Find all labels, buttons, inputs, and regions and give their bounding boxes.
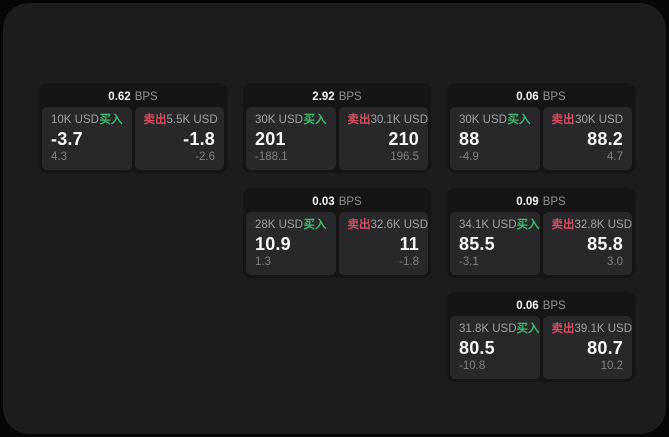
buy-amount: 10K USD [51,114,99,126]
buy-label: 买入 [507,114,531,126]
sell-amount: 32.6K USD [370,219,429,231]
quote-card-3: 0.06 BPS 30K USD 买入 88 -4.9 卖出 30K USD 8… [447,83,635,173]
buy-sub-value: -10.8 [459,360,486,372]
sell-label: 卖出 [551,114,575,126]
buy-quote-panel[interactable]: 34.1K USD 买入 85.5 -3.1 [450,212,540,275]
spread-header: 0.06 BPS [450,86,632,107]
buy-label: 买入 [99,114,123,126]
sell-label: 卖出 [347,114,371,126]
buy-sub-value: 1.3 [255,256,271,268]
buy-price: 201 [255,129,286,149]
quote-card-4: 0.03 BPS 28K USD 买入 10.9 1.3 卖出 32.6K US… [243,188,431,278]
sell-quote-panel[interactable]: 卖出 5.5K USD -1.8 -2.6 [134,107,224,170]
buy-price: 80.5 [459,338,495,358]
sell-sub-value: -1.8 [399,256,419,268]
buy-sub-value: 4.3 [51,151,67,163]
buy-quote-panel[interactable]: 30K USD 买入 88 -4.9 [450,107,540,170]
buy-sub-value: -4.9 [459,151,479,163]
spread-header: 0.62 BPS [42,86,224,107]
buy-sub-value: -188.1 [255,151,288,163]
buy-price: 85.5 [459,234,495,254]
sell-label: 卖出 [143,114,167,126]
buy-quote-panel[interactable]: 31.8K USD 买入 80.5 -10.8 [450,316,540,379]
sell-sub-value: 196.5 [390,151,419,163]
sell-amount: 39.1K USD [574,323,633,335]
spread-header: 0.09 BPS [450,191,632,212]
buy-amount: 34.1K USD [459,219,517,231]
spread-value: 0.62 [108,90,131,103]
sell-sub-value: 4.7 [607,151,623,163]
spread-unit: BPS [542,195,566,208]
sell-amount: 32.8K USD [574,219,633,231]
buy-sub-value: -3.1 [459,256,479,268]
spread-unit: BPS [338,90,362,103]
quote-card-5: 0.09 BPS 34.1K USD 买入 85.5 -3.1 卖出 32.8K… [447,188,635,278]
buy-amount: 28K USD [255,219,303,231]
sell-sub-value: 3.0 [607,256,623,268]
buy-amount: 30K USD [459,114,507,126]
spread-unit: BPS [542,90,566,103]
sell-amount: 30.1K USD [370,114,429,126]
sell-quote-panel[interactable]: 卖出 32.6K USD 11 -1.8 [338,212,429,275]
buy-quote-panel[interactable]: 10K USD 买入 -3.7 4.3 [42,107,132,170]
spread-header: 0.06 BPS [450,295,632,316]
sell-quote-panel[interactable]: 卖出 39.1K USD 80.7 10.2 [542,316,633,379]
sell-label: 卖出 [551,219,575,231]
quote-card-1: 0.62 BPS 10K USD 买入 -3.7 4.3 卖出 5.5K USD… [39,83,227,173]
spread-unit: BPS [134,90,158,103]
sell-price: 11 [399,234,419,254]
buy-label: 买入 [303,114,327,126]
spread-value: 0.06 [516,299,539,312]
buy-label: 买入 [516,323,540,335]
buy-label: 买入 [516,219,540,231]
spread-header: 0.03 BPS [246,191,428,212]
sell-price: 210 [388,129,419,149]
sell-label: 卖出 [551,323,575,335]
buy-quote-panel[interactable]: 30K USD 买入 201 -188.1 [246,107,336,170]
spread-value: 0.06 [516,90,539,103]
buy-amount: 31.8K USD [459,323,517,335]
buy-amount: 30K USD [255,114,303,126]
sell-label: 卖出 [347,219,371,231]
buy-price: 10.9 [255,234,291,254]
spread-unit: BPS [542,299,566,312]
buy-label: 买入 [303,219,327,231]
buy-price: -3.7 [51,129,83,149]
sell-sub-value: 10.2 [600,360,623,372]
sell-sub-value: -2.6 [195,151,215,163]
sell-price: 80.7 [587,338,623,358]
sell-price: -1.8 [183,129,215,149]
spread-unit: BPS [338,195,362,208]
buy-price: 88 [459,129,480,149]
sell-quote-panel[interactable]: 卖出 30.1K USD 210 196.5 [338,107,429,170]
spread-value: 0.09 [516,195,539,208]
sell-amount: 5.5K USD [166,114,218,126]
spread-value: 0.03 [312,195,335,208]
sell-price: 88.2 [587,129,623,149]
spread-header: 2.92 BPS [246,86,428,107]
buy-quote-panel[interactable]: 28K USD 买入 10.9 1.3 [246,212,336,275]
spread-value: 2.92 [312,90,335,103]
quote-card-6: 0.06 BPS 31.8K USD 买入 80.5 -10.8 卖出 39.1… [447,292,635,382]
sell-price: 85.8 [587,234,623,254]
quotes-panel: 0.62 BPS 10K USD 买入 -3.7 4.3 卖出 5.5K USD… [3,3,666,434]
sell-amount: 30K USD [575,114,623,126]
sell-quote-panel[interactable]: 卖出 30K USD 88.2 4.7 [542,107,632,170]
quote-card-2: 2.92 BPS 30K USD 买入 201 -188.1 卖出 30.1K … [243,83,431,173]
sell-quote-panel[interactable]: 卖出 32.8K USD 85.8 3.0 [542,212,633,275]
